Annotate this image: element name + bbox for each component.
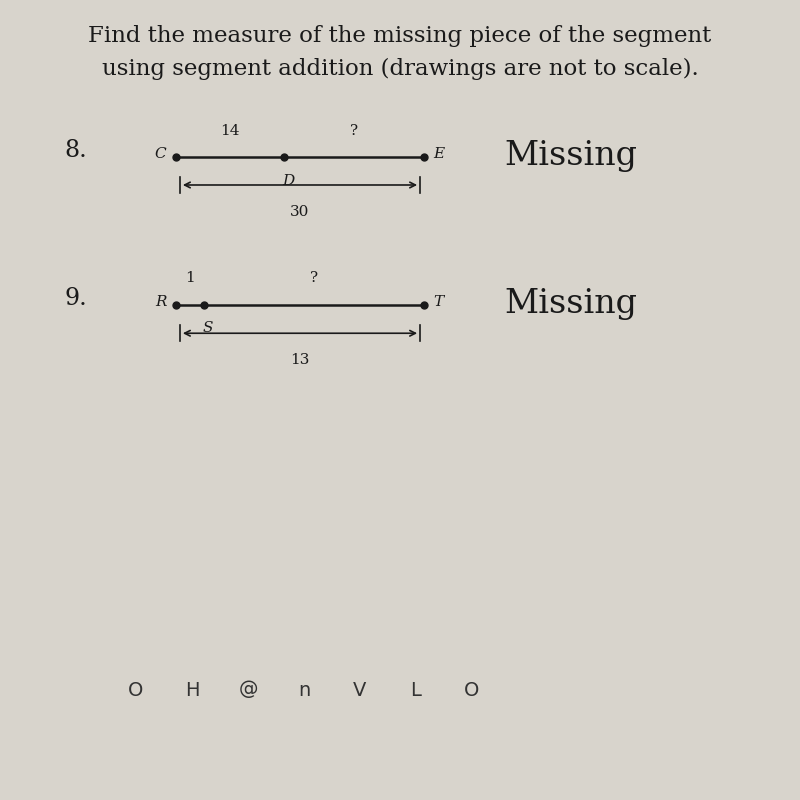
Text: R: R: [155, 294, 166, 309]
Text: @: @: [238, 681, 258, 699]
Text: Missing: Missing: [504, 140, 637, 172]
Text: V: V: [354, 681, 366, 699]
Text: H: H: [185, 681, 199, 699]
Text: 1: 1: [185, 271, 195, 286]
Text: D: D: [282, 174, 294, 188]
Text: 9.: 9.: [64, 287, 86, 310]
Text: E: E: [434, 147, 445, 161]
Text: 14: 14: [220, 124, 240, 138]
Text: L: L: [410, 681, 422, 699]
Text: Find the measure of the missing piece of the segment: Find the measure of the missing piece of…: [88, 25, 712, 47]
Text: ?: ?: [350, 124, 358, 138]
Text: 13: 13: [290, 353, 310, 367]
Text: ?: ?: [310, 271, 318, 286]
Text: n: n: [298, 681, 310, 699]
Text: using segment addition (drawings are not to scale).: using segment addition (drawings are not…: [102, 58, 698, 80]
Text: O: O: [128, 681, 144, 699]
Text: S: S: [202, 322, 214, 335]
Text: O: O: [464, 681, 480, 699]
Text: 8.: 8.: [64, 139, 86, 162]
Text: 30: 30: [290, 205, 310, 218]
Text: T: T: [434, 294, 444, 309]
Text: Missing: Missing: [504, 288, 637, 320]
Text: C: C: [154, 147, 166, 161]
